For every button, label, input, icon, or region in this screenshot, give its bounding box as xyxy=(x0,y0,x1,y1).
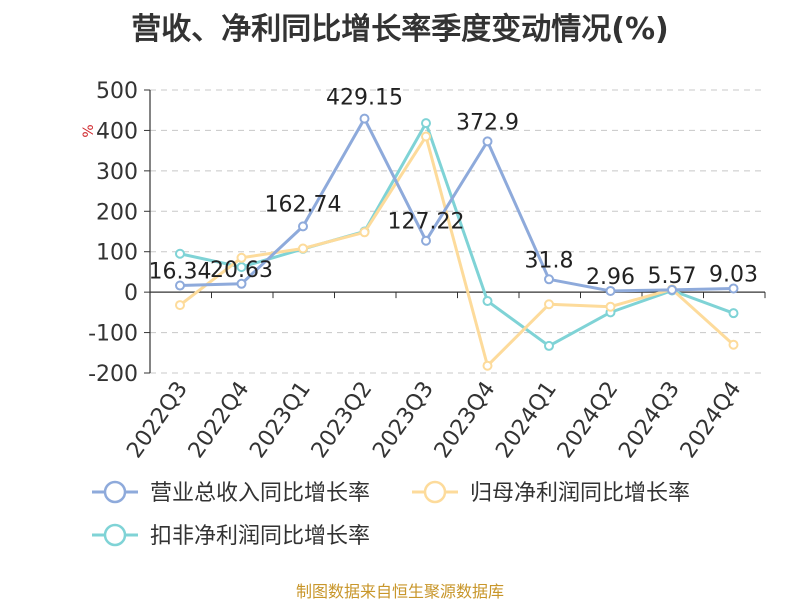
data-point xyxy=(236,252,247,263)
y-tick-label: 0 xyxy=(124,281,138,306)
data-point xyxy=(421,131,431,142)
data-label: 5.57 xyxy=(648,264,697,289)
x-tick-label: 2022Q3 xyxy=(122,377,193,463)
data-label: 31.8 xyxy=(525,248,574,273)
y-tick-label: 300 xyxy=(96,160,138,185)
data-point xyxy=(421,118,431,129)
legend-marker xyxy=(103,480,127,504)
data-point xyxy=(421,235,431,246)
data-point xyxy=(728,308,739,319)
data-point xyxy=(175,248,185,259)
y-tick-label: -200 xyxy=(88,362,138,387)
data-label: 2.96 xyxy=(586,265,635,290)
source-note: 制图数据来自恒生聚源数据库 xyxy=(295,582,504,601)
legend-marker xyxy=(103,523,127,547)
legend-marker xyxy=(423,480,447,504)
data-point xyxy=(544,299,554,310)
series-line xyxy=(179,121,735,348)
data-point xyxy=(236,278,247,289)
data-point xyxy=(298,221,308,232)
data-point xyxy=(728,283,739,294)
x-tick-label: 2023Q1 xyxy=(245,377,316,463)
y-tick-label: 500 xyxy=(96,79,138,104)
x-tick-label: 2024Q3 xyxy=(614,377,685,463)
data-label: 20.63 xyxy=(210,258,273,283)
data-point xyxy=(175,300,185,311)
data-label: 372.9 xyxy=(456,110,519,135)
data-point xyxy=(482,136,493,147)
x-tick-label: 2023Q3 xyxy=(368,377,439,463)
data-point xyxy=(667,284,677,295)
legend-label[interactable]: 扣非净利润同比增长率 xyxy=(150,524,370,549)
data-point xyxy=(544,340,554,351)
data-point xyxy=(482,360,493,371)
legend-label[interactable]: 归母净利润同比增长率 xyxy=(470,481,690,506)
data-point xyxy=(544,274,554,285)
x-tick-label: 2023Q4 xyxy=(430,377,501,463)
data-point xyxy=(605,285,616,296)
x-tick-label: 2024Q2 xyxy=(553,377,624,463)
y-tick-label: 100 xyxy=(96,241,138,266)
data-point xyxy=(728,339,739,350)
data-label: 127.22 xyxy=(388,210,465,235)
data-point xyxy=(605,301,616,312)
y-axis-label: % xyxy=(81,124,97,137)
data-point xyxy=(359,113,370,124)
x-tick-label: 2023Q2 xyxy=(307,377,378,463)
y-tick-label: -100 xyxy=(88,322,138,347)
x-tick-label: 2022Q4 xyxy=(184,377,255,463)
chart-title: 营收、净利同比增长率季度变动情况(%) xyxy=(131,12,669,47)
data-point xyxy=(482,296,493,307)
data-label: 16.34 xyxy=(149,260,212,285)
data-label: 429.15 xyxy=(326,86,403,111)
x-tick-label: 2024Q4 xyxy=(676,377,747,463)
data-label: 162.74 xyxy=(265,192,342,217)
data-point xyxy=(359,227,370,238)
data-point xyxy=(298,243,308,254)
data-point xyxy=(175,280,185,291)
y-tick-label: 200 xyxy=(96,200,138,225)
y-tick-label: 400 xyxy=(96,119,138,144)
data-point xyxy=(236,262,247,273)
series-line xyxy=(179,117,734,293)
x-tick-label: 2024Q1 xyxy=(491,377,562,463)
legend-label[interactable]: 营业总收入同比增长率 xyxy=(150,481,370,506)
data-label: 9.03 xyxy=(709,262,758,287)
